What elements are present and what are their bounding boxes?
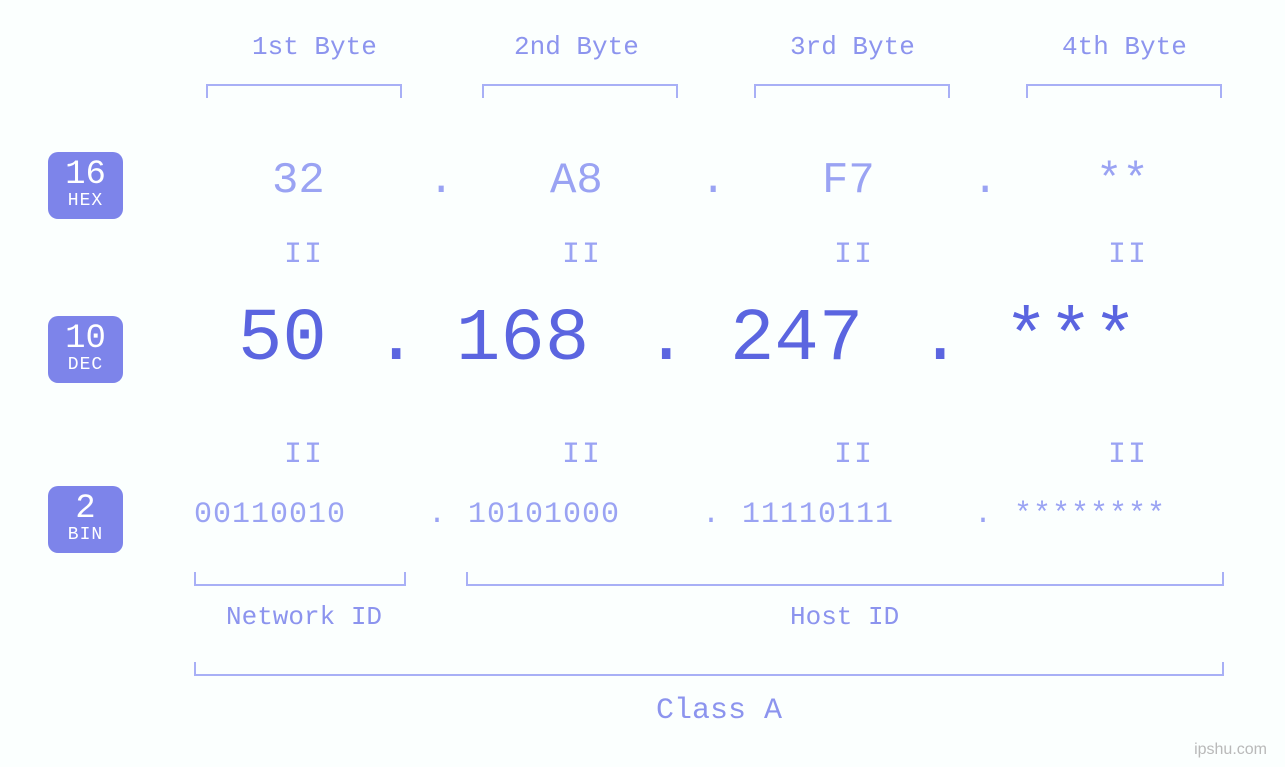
badge-bin-num: 2 xyxy=(48,492,123,528)
hex-byte-3: F7 xyxy=(822,156,875,206)
bracket-class xyxy=(194,662,1224,676)
dec-byte-4: *** xyxy=(1004,298,1137,382)
dec-byte-3: 247 xyxy=(730,298,863,382)
eq-dec-bin-4: II xyxy=(1108,438,1148,472)
dec-byte-1: 50 xyxy=(238,298,327,382)
bin-dot-2: . xyxy=(702,498,720,532)
badge-dec-label: DEC xyxy=(48,356,123,375)
badge-hex: 16 HEX xyxy=(48,152,123,219)
bracket-byte-1 xyxy=(206,84,402,98)
hex-byte-1: 32 xyxy=(272,156,325,206)
bracket-byte-3 xyxy=(754,84,950,98)
diagram-canvas: 1st Byte 2nd Byte 3rd Byte 4th Byte 16 H… xyxy=(0,0,1285,767)
badge-bin-label: BIN xyxy=(48,526,123,545)
dec-byte-2: 168 xyxy=(456,298,589,382)
badge-dec: 10 DEC xyxy=(48,316,123,383)
bin-byte-2: 10101000 xyxy=(468,498,620,532)
dec-dot-3: . xyxy=(918,298,962,382)
bracket-host-id xyxy=(466,572,1224,586)
byte-header-3: 3rd Byte xyxy=(790,32,915,62)
dec-dot-2: . xyxy=(644,298,688,382)
badge-dec-num: 10 xyxy=(48,322,123,358)
eq-dec-bin-3: II xyxy=(834,438,874,472)
hex-byte-2: A8 xyxy=(550,156,603,206)
badge-hex-label: HEX xyxy=(48,192,123,211)
eq-hex-dec-3: II xyxy=(834,238,874,272)
byte-header-1: 1st Byte xyxy=(252,32,377,62)
bracket-byte-2 xyxy=(482,84,678,98)
watermark: ipshu.com xyxy=(1194,741,1267,759)
eq-dec-bin-2: II xyxy=(562,438,602,472)
eq-hex-dec-1: II xyxy=(284,238,324,272)
bin-byte-4: ******** xyxy=(1014,498,1166,532)
label-network-id: Network ID xyxy=(226,602,382,632)
hex-dot-1: . xyxy=(428,156,454,206)
label-class: Class A xyxy=(656,694,782,728)
byte-header-4: 4th Byte xyxy=(1062,32,1187,62)
bin-byte-1: 00110010 xyxy=(194,498,346,532)
badge-hex-num: 16 xyxy=(48,158,123,194)
hex-dot-2: . xyxy=(700,156,726,206)
bracket-network-id xyxy=(194,572,406,586)
eq-hex-dec-4: II xyxy=(1108,238,1148,272)
bin-dot-1: . xyxy=(428,498,446,532)
hex-dot-3: . xyxy=(972,156,998,206)
eq-hex-dec-2: II xyxy=(562,238,602,272)
bracket-byte-4 xyxy=(1026,84,1222,98)
eq-dec-bin-1: II xyxy=(284,438,324,472)
badge-bin: 2 BIN xyxy=(48,486,123,553)
byte-header-2: 2nd Byte xyxy=(514,32,639,62)
bin-dot-3: . xyxy=(974,498,992,532)
bin-byte-3: 11110111 xyxy=(742,498,894,532)
label-host-id: Host ID xyxy=(790,602,899,632)
dec-dot-1: . xyxy=(374,298,418,382)
hex-byte-4: ** xyxy=(1096,156,1149,206)
